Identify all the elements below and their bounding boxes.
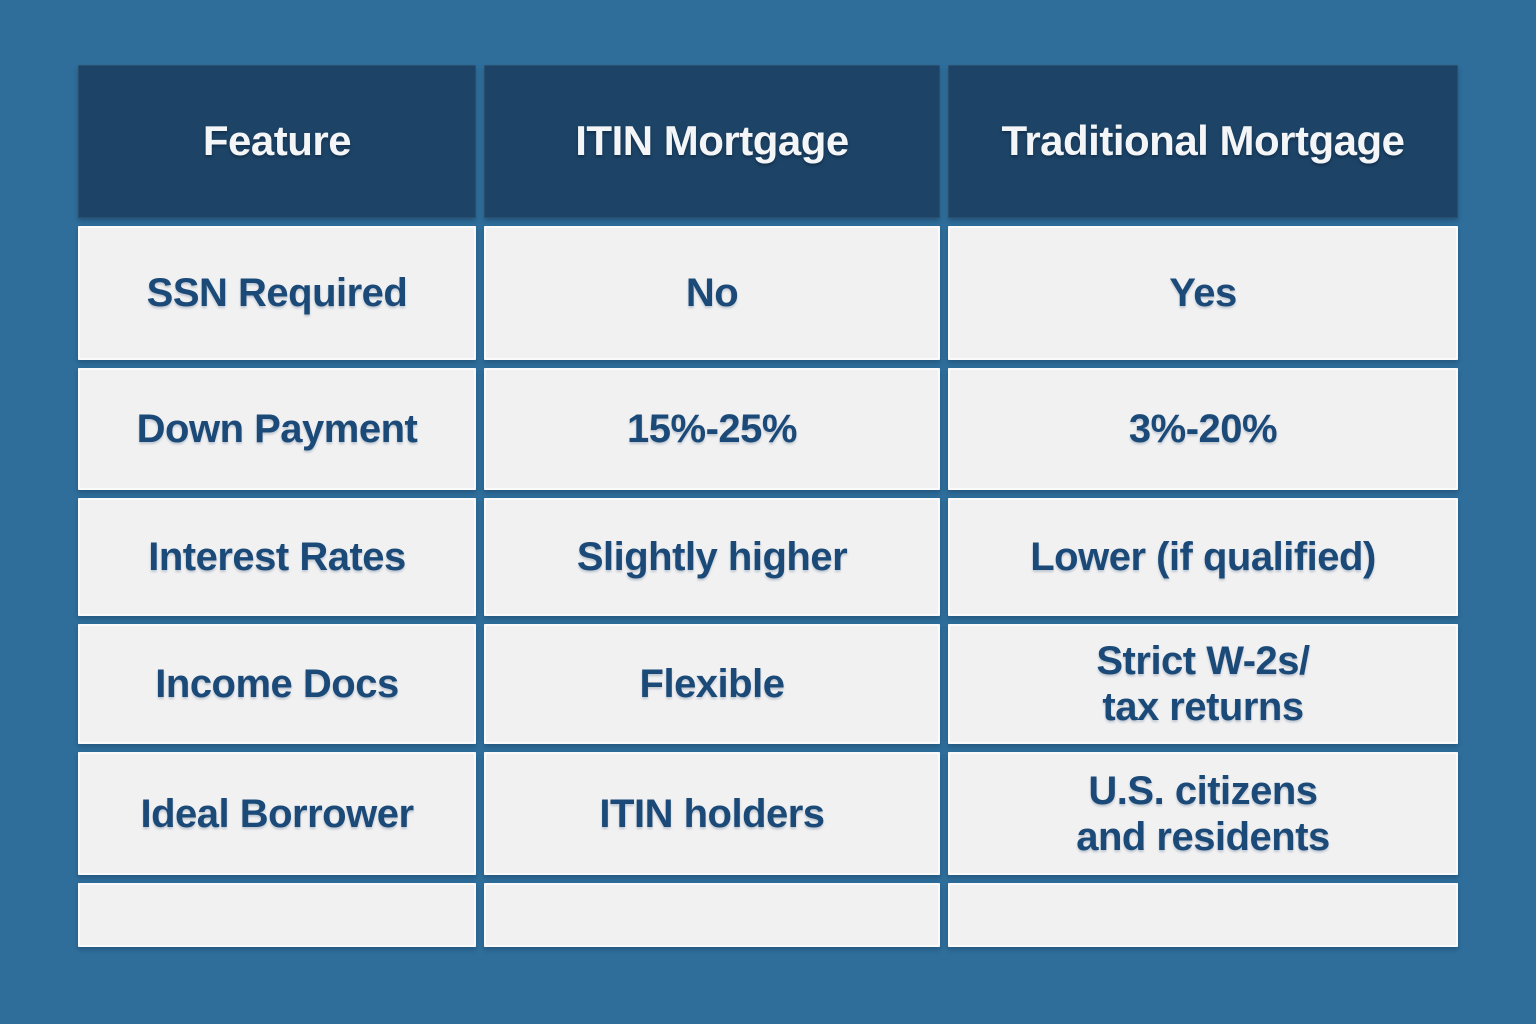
cell-income-docs-itin: Flexible	[484, 624, 940, 744]
cell-down-payment-feature: Down Payment	[78, 368, 476, 490]
cell-down-payment-traditional: 3%-20%	[948, 368, 1458, 490]
header-cell-traditional-mortgage: Traditional Mortgage	[948, 65, 1458, 218]
cell-interest-rates-traditional: Lower (if qualified)	[948, 498, 1458, 616]
cell-ssn-required-traditional: Yes	[948, 226, 1458, 360]
header-cell-feature: Feature	[78, 65, 476, 218]
cell-ssn-required-feature: SSN Required	[78, 226, 476, 360]
cell-down-payment-itin: 15%-25%	[484, 368, 940, 490]
cell-empty-traditional	[948, 883, 1458, 947]
cell-ideal-borrower-traditional: U.S. citizens and residents	[948, 752, 1458, 875]
cell-income-docs-traditional: Strict W-2s/ tax returns	[948, 624, 1458, 744]
cell-interest-rates-itin: Slightly higher	[484, 498, 940, 616]
comparison-table: Feature ITIN Mortgage Traditional Mortga…	[78, 65, 1458, 947]
cell-ideal-borrower-itin: ITIN holders	[484, 752, 940, 875]
cell-empty-itin	[484, 883, 940, 947]
cell-ideal-borrower-feature: Ideal Borrower	[78, 752, 476, 875]
cell-ssn-required-itin: No	[484, 226, 940, 360]
cell-interest-rates-feature: Interest Rates	[78, 498, 476, 616]
cell-empty-feature	[78, 883, 476, 947]
header-cell-itin-mortgage: ITIN Mortgage	[484, 65, 940, 218]
cell-income-docs-feature: Income Docs	[78, 624, 476, 744]
